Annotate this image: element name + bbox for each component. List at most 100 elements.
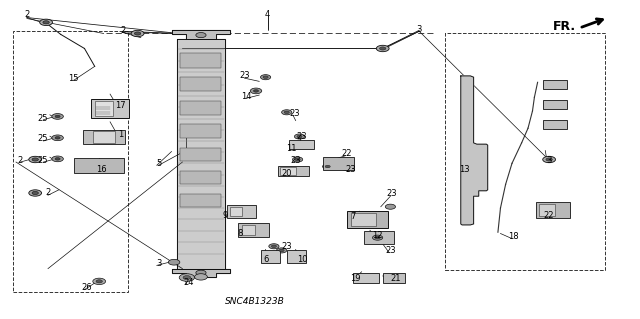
Text: 5: 5	[156, 159, 161, 168]
Text: 15: 15	[68, 74, 79, 83]
Text: 23: 23	[387, 189, 397, 198]
Bar	[13, 31, 128, 292]
Bar	[539, 204, 555, 216]
Text: 20: 20	[282, 169, 292, 178]
Circle shape	[52, 135, 63, 141]
Text: SNC4B1323B: SNC4B1323B	[225, 297, 285, 306]
Bar	[230, 207, 242, 216]
Text: 11: 11	[286, 144, 296, 153]
Text: 19: 19	[350, 274, 360, 283]
Text: 6: 6	[263, 255, 268, 263]
Circle shape	[253, 90, 259, 92]
Text: 23: 23	[239, 71, 250, 80]
Text: 1: 1	[118, 130, 123, 139]
Bar	[445, 33, 605, 270]
Bar	[180, 194, 221, 207]
Bar	[180, 101, 221, 115]
Bar	[543, 100, 567, 109]
Text: 25: 25	[37, 156, 47, 165]
Circle shape	[380, 47, 386, 50]
Circle shape	[543, 156, 556, 163]
Bar	[278, 166, 309, 176]
Circle shape	[32, 158, 38, 161]
Circle shape	[284, 111, 289, 114]
Bar	[83, 130, 125, 144]
Bar	[289, 140, 314, 149]
Text: 23: 23	[291, 156, 301, 165]
Polygon shape	[172, 269, 230, 277]
Text: 3: 3	[156, 259, 161, 268]
Text: 23: 23	[289, 109, 300, 118]
Polygon shape	[177, 39, 225, 269]
Text: FR.: FR.	[553, 20, 576, 33]
Bar	[347, 211, 388, 228]
Circle shape	[325, 165, 330, 168]
Text: 22: 22	[342, 149, 352, 158]
Bar	[180, 53, 221, 68]
Bar	[180, 124, 221, 138]
Text: 7: 7	[351, 212, 356, 221]
Text: 17: 17	[115, 101, 125, 110]
Circle shape	[134, 32, 141, 35]
Bar	[536, 202, 570, 218]
Text: 2: 2	[45, 189, 51, 197]
Circle shape	[131, 30, 144, 37]
Bar	[383, 273, 405, 283]
Text: 23: 23	[385, 246, 396, 255]
Circle shape	[279, 249, 284, 252]
Text: 25: 25	[37, 114, 47, 122]
Circle shape	[55, 158, 60, 160]
Bar	[261, 250, 280, 263]
Text: 8: 8	[237, 229, 243, 238]
Bar	[227, 205, 256, 218]
Bar	[91, 99, 129, 118]
Text: 16: 16	[96, 165, 106, 174]
Circle shape	[196, 33, 206, 38]
Circle shape	[271, 245, 276, 248]
Text: 23: 23	[282, 242, 292, 251]
Text: 23: 23	[297, 132, 307, 141]
Text: 22: 22	[544, 211, 554, 220]
Bar	[351, 213, 376, 226]
Text: 9: 9	[223, 211, 228, 220]
Circle shape	[196, 270, 206, 275]
Bar	[180, 77, 221, 91]
Circle shape	[29, 156, 42, 163]
Circle shape	[40, 19, 52, 26]
Text: 2: 2	[24, 10, 29, 19]
Text: 13: 13	[459, 165, 469, 174]
Text: 21: 21	[390, 274, 401, 283]
Circle shape	[372, 235, 383, 240]
Circle shape	[260, 75, 271, 80]
Circle shape	[376, 45, 389, 52]
Bar	[74, 158, 124, 173]
Circle shape	[250, 88, 262, 94]
Circle shape	[183, 276, 191, 279]
Text: 25: 25	[37, 134, 47, 143]
Bar	[323, 157, 354, 170]
Bar	[180, 171, 221, 184]
Text: 10: 10	[297, 255, 307, 263]
Circle shape	[289, 168, 294, 171]
Circle shape	[93, 278, 106, 285]
Circle shape	[546, 158, 552, 161]
Text: 3: 3	[547, 156, 552, 165]
Circle shape	[52, 114, 63, 119]
Text: 12: 12	[372, 231, 383, 240]
Bar	[242, 225, 255, 235]
Circle shape	[276, 248, 287, 253]
Bar	[353, 273, 379, 283]
Polygon shape	[172, 30, 230, 39]
Bar	[543, 80, 567, 89]
Bar	[543, 120, 567, 129]
Circle shape	[96, 280, 102, 283]
Circle shape	[52, 156, 63, 162]
Bar	[364, 231, 394, 244]
Bar	[180, 148, 221, 161]
Circle shape	[269, 244, 279, 249]
Circle shape	[32, 191, 38, 195]
Bar	[280, 167, 296, 175]
Circle shape	[43, 21, 49, 24]
Circle shape	[168, 259, 180, 265]
Bar	[93, 131, 115, 143]
